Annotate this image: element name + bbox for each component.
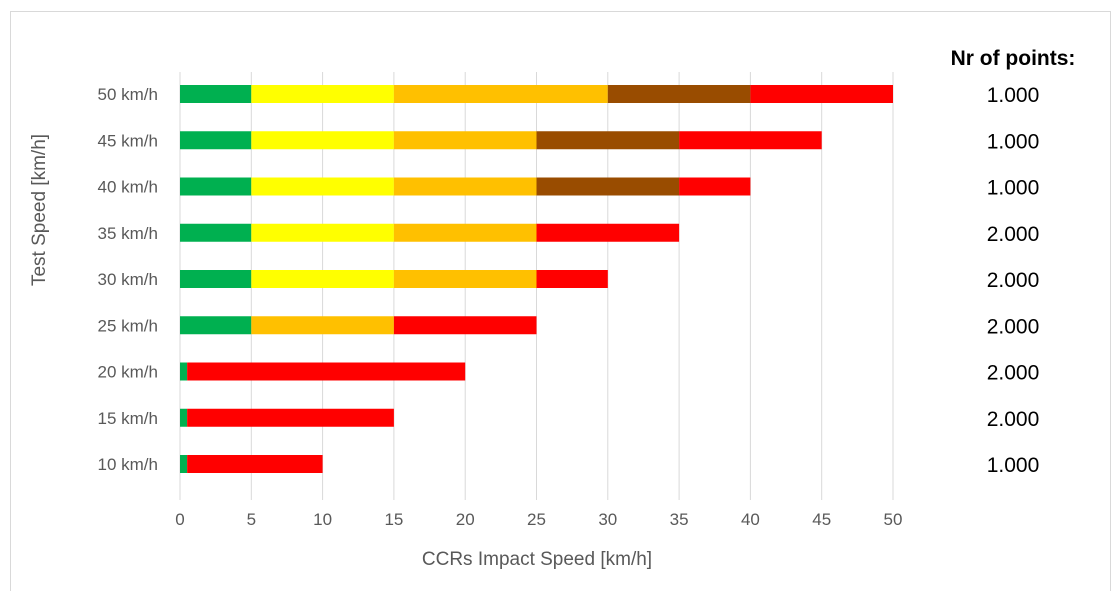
bar-segment-red	[679, 131, 822, 150]
x-tick-label: 45	[812, 510, 831, 529]
bar-segment-brown	[536, 131, 680, 150]
y-tick-label: 40 km/h	[98, 178, 158, 197]
x-tick-labels: 0 5 10 15 20 25 30 35 40 45 50	[175, 510, 902, 529]
y-tick-label: 10 km/h	[98, 455, 158, 474]
bar-segment-red	[750, 85, 893, 103]
bar-segment-orange	[251, 316, 394, 335]
chart-frame	[10, 11, 1111, 591]
bar-segment-green	[180, 408, 188, 427]
bar-segment-red	[393, 316, 537, 335]
points-value: 1.000	[987, 177, 1040, 200]
bar-segment-orange	[393, 177, 537, 196]
bar-segment-red	[187, 455, 323, 473]
bar-segment-yellow	[251, 177, 394, 196]
y-tick-label: 30 km/h	[98, 270, 158, 289]
bar-segment-green	[180, 316, 252, 335]
x-tick-label: 50	[884, 510, 903, 529]
bar-segment-green	[180, 270, 252, 288]
bar-segment-green	[180, 85, 252, 103]
bar-segment-green	[180, 455, 188, 473]
bar-segment-red	[679, 177, 751, 196]
bar-segment-red	[187, 408, 394, 427]
x-tick-label: 20	[456, 510, 475, 529]
points-value: 2.000	[987, 362, 1040, 385]
y-tick-label: 35 km/h	[98, 224, 158, 243]
x-tick-label: 40	[741, 510, 760, 529]
points-value: 2.000	[987, 269, 1040, 292]
bar-segment-green	[180, 177, 252, 196]
points-value: 1.000	[987, 84, 1040, 107]
x-tick-label: 10	[313, 510, 332, 529]
points-value: 1.000	[987, 130, 1040, 153]
y-tick-labels: 50 km/h 45 km/h 40 km/h 35 km/h 30 km/h 25 km…	[98, 85, 158, 474]
bar-segment-orange	[393, 270, 537, 288]
points-value: 2.000	[987, 315, 1040, 338]
bar-segment-orange	[393, 223, 537, 242]
points-value: 2.000	[987, 408, 1040, 431]
x-tick-label: 15	[384, 510, 403, 529]
y-tick-label: 25 km/h	[98, 316, 158, 335]
bar-segment-yellow	[251, 85, 394, 103]
y-axis-title: Test Speed [km/h]	[29, 134, 50, 286]
points-value: 1.000	[987, 454, 1040, 477]
bar-segment-green	[180, 223, 252, 242]
bar-segment-yellow	[251, 270, 394, 288]
bar-segment-red	[187, 362, 466, 381]
bar-segment-brown	[536, 177, 680, 196]
x-tick-label: 30	[598, 510, 617, 529]
bar-segment-brown	[607, 85, 751, 103]
bar-segment-red	[536, 270, 608, 288]
bar-segment-yellow	[251, 131, 394, 150]
y-tick-label: 20 km/h	[98, 363, 158, 382]
x-tick-label: 5	[247, 510, 256, 529]
x-tick-label: 35	[670, 510, 689, 529]
bar-segment-green	[180, 131, 252, 150]
bar-segment-green	[180, 362, 188, 381]
y-tick-label: 15 km/h	[98, 409, 158, 428]
y-tick-label: 45 km/h	[98, 131, 158, 150]
bar-segment-orange	[393, 131, 537, 150]
bar-segment-yellow	[251, 223, 394, 242]
y-tick-label: 50 km/h	[98, 85, 158, 104]
x-tick-label: 0	[175, 510, 184, 529]
x-axis-title: CCRs Impact Speed [km/h]	[422, 549, 652, 570]
points-values: 1.000 1.000 1.000 2.000 2.000 2.000 2.000 2.000…	[987, 84, 1040, 477]
bar-series	[180, 85, 893, 473]
bar-segment-red	[536, 223, 680, 242]
points-value: 2.000	[987, 223, 1040, 246]
x-tick-label: 25	[527, 510, 546, 529]
points-header: Nr of points:	[951, 47, 1076, 70]
bar-segment-orange	[393, 85, 608, 103]
